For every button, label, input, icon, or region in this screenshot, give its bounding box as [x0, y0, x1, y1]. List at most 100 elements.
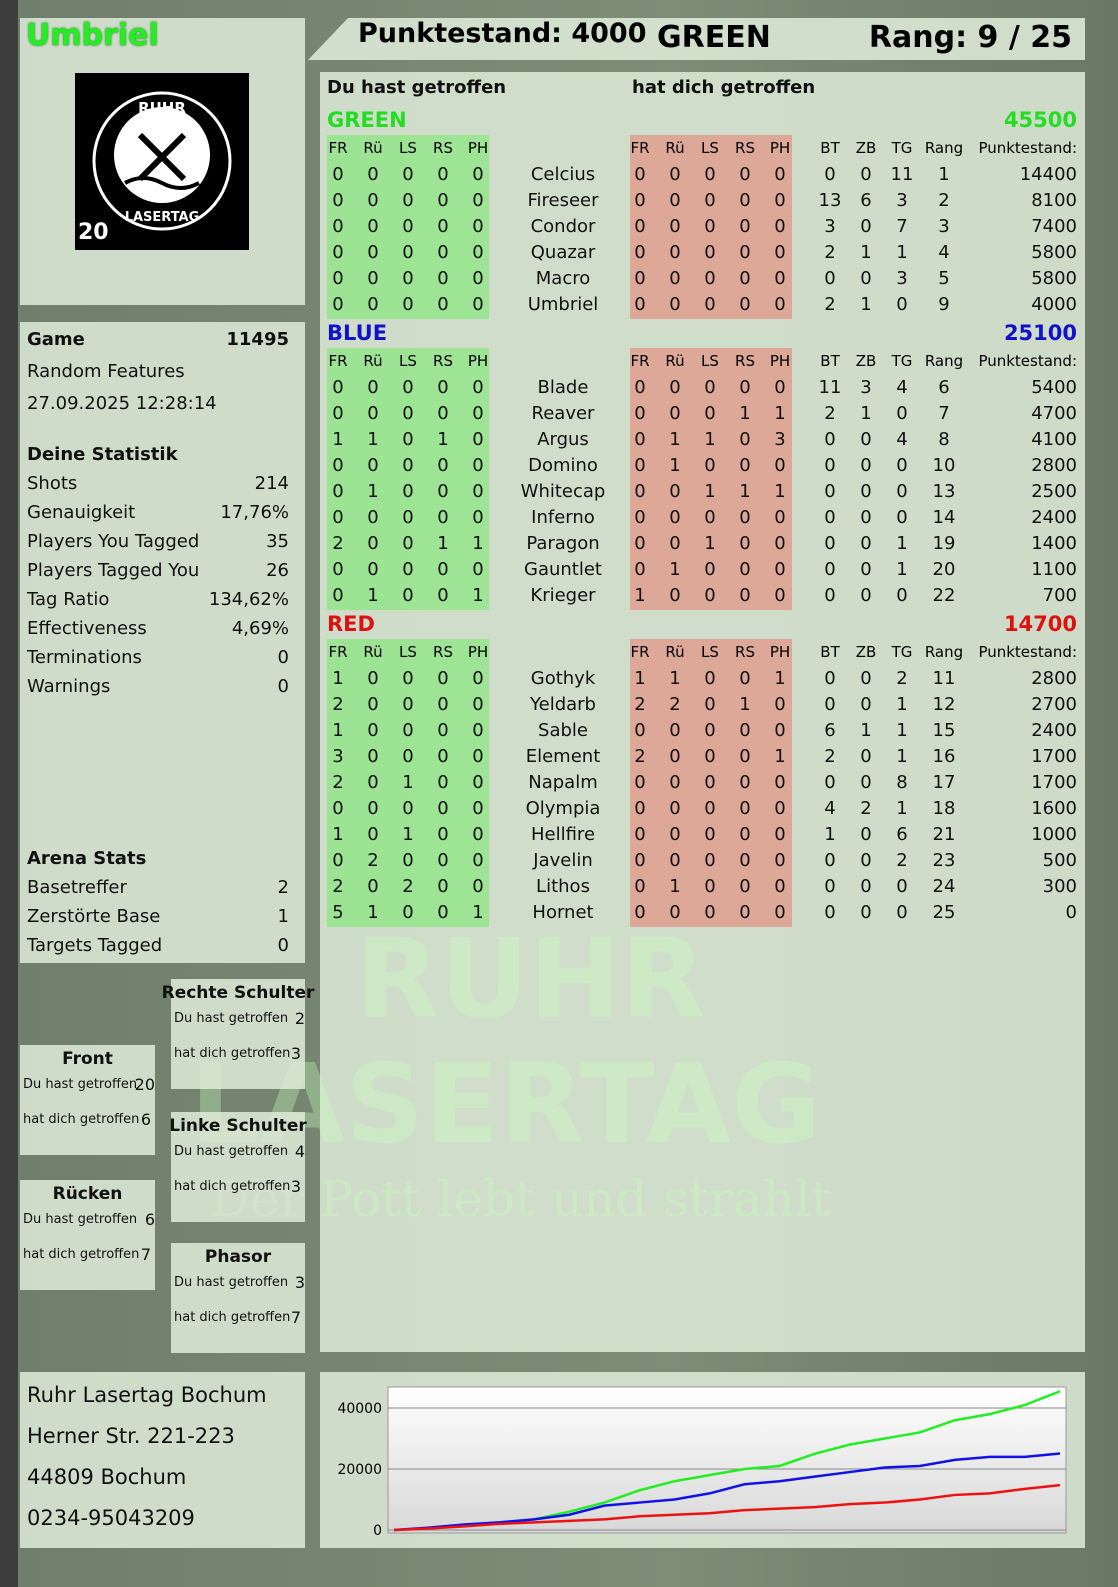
player-stat: 15 — [932, 720, 956, 741]
hit-you-value: 0 — [774, 694, 786, 715]
you-hit-value: 0 — [367, 824, 379, 845]
you-hit-value: 0 — [437, 455, 449, 476]
column-header: LS — [701, 643, 719, 661]
hit-you-value: 0 — [774, 876, 786, 897]
hit-you-value: 0 — [739, 190, 751, 211]
you-hit-value: 0 — [332, 403, 344, 424]
player-stat: 4 — [824, 798, 836, 819]
hitzone-hit-you-value: 3 — [290, 1044, 301, 1063]
you-hit-value: 1 — [437, 429, 449, 450]
hit-you-value: 0 — [704, 455, 716, 476]
player-stat: 0 — [860, 455, 872, 476]
player-stat: 6 — [896, 824, 908, 845]
you-hit-value: 0 — [437, 720, 449, 741]
player-stat: 6 — [860, 190, 872, 211]
hit-you-value: 0 — [634, 772, 646, 793]
column-header: FR — [328, 643, 348, 661]
player-name: Gauntlet — [524, 559, 602, 580]
player-stat: 1 — [896, 720, 908, 741]
player-stat: 6 — [938, 377, 950, 398]
player-stat: 1 — [860, 720, 872, 741]
hit-you-value: 0 — [669, 902, 681, 923]
hit-you-value: 0 — [704, 850, 716, 871]
hit-you-value: 0 — [634, 190, 646, 211]
you-hit-value: 1 — [367, 429, 379, 450]
hit-you-value: 0 — [634, 481, 646, 502]
hit-you-value: 0 — [739, 455, 751, 476]
player-name: Reaver — [531, 403, 595, 424]
hit-you-value: 0 — [739, 429, 751, 450]
hitzone-linke-schulter — [171, 1112, 305, 1222]
you-hit-value: 0 — [402, 902, 414, 923]
hit-you-value: 1 — [739, 694, 751, 715]
player-stat: 0 — [860, 585, 872, 606]
stat-label: Shots — [27, 473, 78, 494]
you-hit-value: 0 — [332, 481, 344, 502]
hitzone-title: Phasor — [204, 1247, 272, 1267]
player-stat: 0 — [896, 876, 908, 897]
player-name: Domino — [528, 455, 598, 476]
player-stat: 0 — [824, 507, 836, 528]
player-stat: 2 — [896, 668, 908, 689]
hit-you-value: 0 — [669, 377, 681, 398]
player-stat: 17 — [932, 772, 956, 793]
column-header: TG — [891, 139, 913, 157]
hit-you-value: 0 — [704, 694, 716, 715]
you-hit-value: 0 — [437, 585, 449, 606]
hit-you-value: 0 — [739, 798, 751, 819]
player-stat: 4 — [938, 242, 950, 263]
hit-you-value: 0 — [669, 403, 681, 424]
hitzone-front — [20, 1045, 155, 1155]
player-stat: 0 — [824, 481, 836, 502]
hit-you-value: 0 — [739, 559, 751, 580]
player-stat: 3 — [860, 377, 872, 398]
hit-you-value: 0 — [739, 585, 751, 606]
player-stat: 1 — [896, 242, 908, 263]
column-header: ZB — [855, 352, 877, 370]
you-hit-value: 0 — [402, 294, 414, 315]
column-header: BT — [820, 139, 840, 157]
player-stat: 13 — [932, 481, 956, 502]
you-hit-value: 0 — [472, 481, 484, 502]
hit-you-value: 0 — [704, 585, 716, 606]
hit-you-value: 2 — [634, 694, 646, 715]
hit-you-value: 1 — [704, 481, 716, 502]
hit-you-value: 0 — [739, 746, 751, 767]
you-hit-value: 0 — [367, 268, 379, 289]
player-stat: 11 — [890, 164, 914, 185]
you-hit-value: 0 — [367, 746, 379, 767]
player-name: Blade — [537, 377, 589, 398]
you-hit-value: 0 — [437, 798, 449, 819]
column-header: RS — [735, 139, 755, 157]
column-header: Punktestand: — [978, 139, 1077, 157]
player-score: 500 — [1042, 850, 1077, 871]
player-stat: 1 — [860, 294, 872, 315]
hit-you-value: 0 — [704, 507, 716, 528]
hit-you-value: 0 — [739, 720, 751, 741]
player-stat: 8 — [938, 429, 950, 450]
hit-you-value: 0 — [669, 164, 681, 185]
player-name: Condor — [530, 216, 596, 237]
hit-you-value: 0 — [739, 507, 751, 528]
column-header: RS — [433, 643, 453, 661]
you-hit-value: 0 — [437, 242, 449, 263]
player-stat: 1 — [896, 694, 908, 715]
hit-you-value: 0 — [634, 798, 646, 819]
player-stat: 0 — [824, 902, 836, 923]
column-header: TG — [891, 352, 913, 370]
you-hit-value: 0 — [332, 798, 344, 819]
you-hit-value: 2 — [332, 694, 344, 715]
series-line-1 — [393, 1452, 1061, 1532]
player-stat: 3 — [824, 216, 836, 237]
column-header: PH — [467, 643, 489, 661]
you-hit-value: 0 — [402, 507, 414, 528]
hit-you-value: 0 — [669, 216, 681, 237]
hit-you-value: 0 — [704, 798, 716, 819]
hit-you-value: 0 — [704, 268, 716, 289]
player-score: 1600 — [1031, 798, 1077, 819]
you-hit-value: 0 — [437, 268, 449, 289]
hit-you-value: 0 — [774, 585, 786, 606]
hit-you-value: 2 — [669, 694, 681, 715]
hit-you-value: 0 — [634, 403, 646, 424]
you-hit-value: 2 — [402, 876, 414, 897]
